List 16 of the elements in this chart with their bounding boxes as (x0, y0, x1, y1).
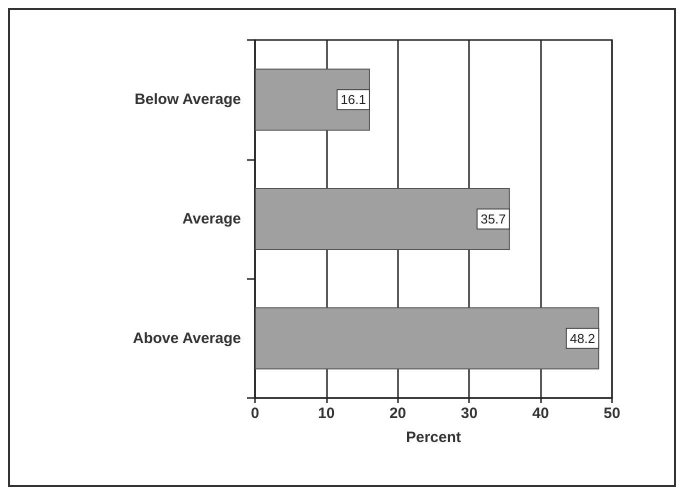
data-label: 48.2 (570, 330, 596, 346)
bar (255, 307, 600, 370)
y-tick-label: Above Average (132, 330, 241, 347)
x-tick-label: 20 (389, 405, 406, 422)
y-tick-label: Below Average (134, 91, 241, 108)
x-tick-label: 30 (460, 405, 478, 422)
data-label: 35.7 (480, 212, 506, 226)
data-label: 16.1 (340, 92, 366, 108)
bar (255, 188, 510, 250)
x-tick-label: 40 (532, 405, 549, 422)
x-tick-label: 50 (604, 405, 620, 422)
x-tick-label: 0 (250, 405, 260, 422)
bar (255, 68, 370, 131)
x-tick-label: 10 (318, 405, 335, 422)
x-axis-title: Percent (406, 429, 462, 446)
y-tick-label: Average (182, 210, 241, 228)
